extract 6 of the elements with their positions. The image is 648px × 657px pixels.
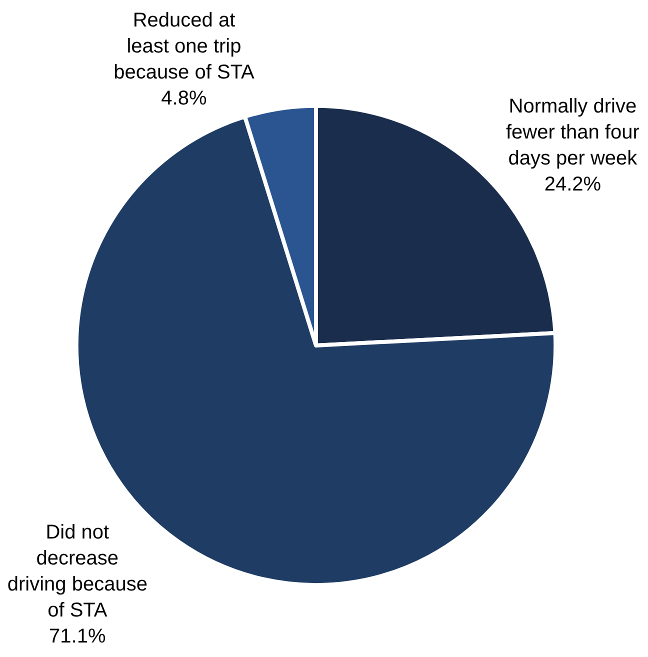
- data-label: 71.1%: [49, 625, 106, 648]
- slice-label: Reduced at least one trip because of STA: [114, 10, 256, 84]
- data-label: 4.8%: [161, 88, 207, 110]
- slice-label: Did not decrease driving because of STA: [7, 521, 148, 622]
- slice-label: Normally drive fewer than four days per week: [506, 95, 640, 170]
- data-label: 24.2%: [544, 173, 602, 196]
